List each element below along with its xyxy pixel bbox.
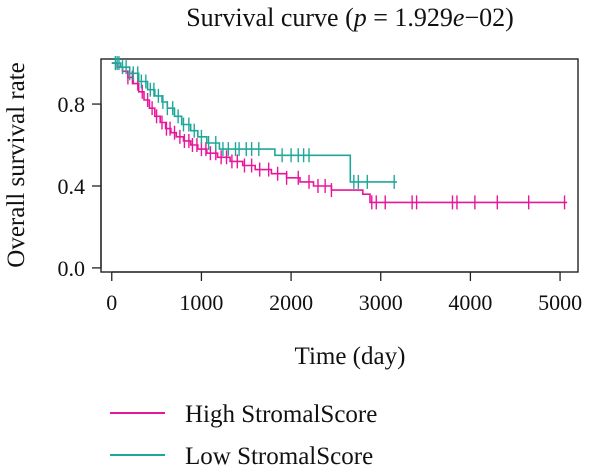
x-axis-label: Time (day) [295, 343, 406, 370]
survival-line-low-stromalscore [111, 62, 397, 183]
plot-area [111, 56, 568, 210]
y-tick-label: 0.4 [58, 174, 86, 199]
x-tick-label: 5000 [538, 290, 582, 315]
x-tick-label: 2000 [269, 290, 313, 315]
chart-title: Survival curve (p = 1.929e−02) [186, 3, 514, 32]
legend-label-low: Low StromalScore [185, 443, 373, 470]
y-axis-label: Overall survival rate [3, 62, 30, 267]
x-tick-label: 4000 [448, 290, 492, 315]
x-axis: 0 1000 2000 3000 4000 5000 [106, 271, 582, 315]
x-tick-label: 0 [106, 290, 117, 315]
y-tick-label: 0.8 [58, 92, 86, 117]
plot-frame [100, 58, 579, 273]
survival-line-high-stromalscore [111, 62, 568, 204]
x-tick-label: 1000 [179, 290, 223, 315]
y-axis: 0.0 0.4 0.8 [58, 92, 102, 281]
y-tick-label: 0.0 [58, 256, 86, 281]
x-tick-label: 3000 [359, 290, 403, 315]
legend: High StromalScore Low StromalScore [110, 401, 377, 470]
legend-label-high: High StromalScore [185, 401, 377, 428]
